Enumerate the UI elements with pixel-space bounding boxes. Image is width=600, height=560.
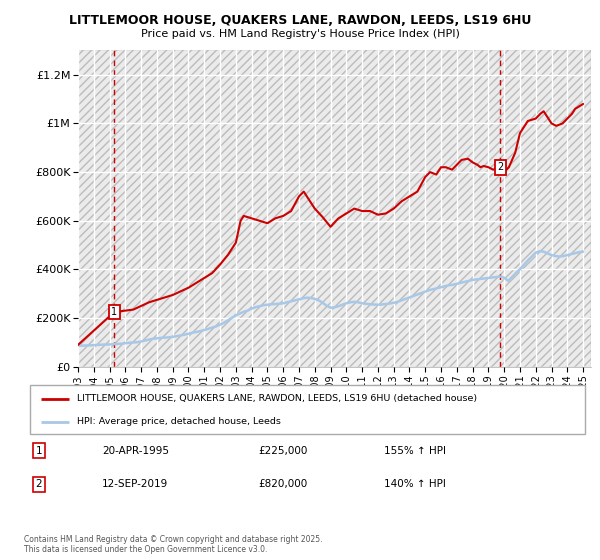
Text: 155% ↑ HPI: 155% ↑ HPI — [384, 446, 446, 456]
Text: 2: 2 — [497, 162, 503, 172]
Text: 1: 1 — [35, 446, 43, 456]
Text: 2: 2 — [35, 479, 43, 489]
Text: £225,000: £225,000 — [258, 446, 307, 456]
Text: Price paid vs. HM Land Registry's House Price Index (HPI): Price paid vs. HM Land Registry's House … — [140, 29, 460, 39]
Text: 1: 1 — [111, 307, 118, 317]
Text: Contains HM Land Registry data © Crown copyright and database right 2025.
This d: Contains HM Land Registry data © Crown c… — [24, 535, 323, 554]
Text: £820,000: £820,000 — [258, 479, 307, 489]
Text: LITTLEMOOR HOUSE, QUAKERS LANE, RAWDON, LEEDS, LS19 6HU: LITTLEMOOR HOUSE, QUAKERS LANE, RAWDON, … — [69, 14, 531, 27]
Text: HPI: Average price, detached house, Leeds: HPI: Average price, detached house, Leed… — [77, 417, 281, 426]
Text: 140% ↑ HPI: 140% ↑ HPI — [384, 479, 446, 489]
Text: 20-APR-1995: 20-APR-1995 — [102, 446, 169, 456]
Text: LITTLEMOOR HOUSE, QUAKERS LANE, RAWDON, LEEDS, LS19 6HU (detached house): LITTLEMOOR HOUSE, QUAKERS LANE, RAWDON, … — [77, 394, 478, 403]
FancyBboxPatch shape — [30, 385, 585, 434]
Text: 12-SEP-2019: 12-SEP-2019 — [102, 479, 168, 489]
Bar — [78, 50, 591, 367]
